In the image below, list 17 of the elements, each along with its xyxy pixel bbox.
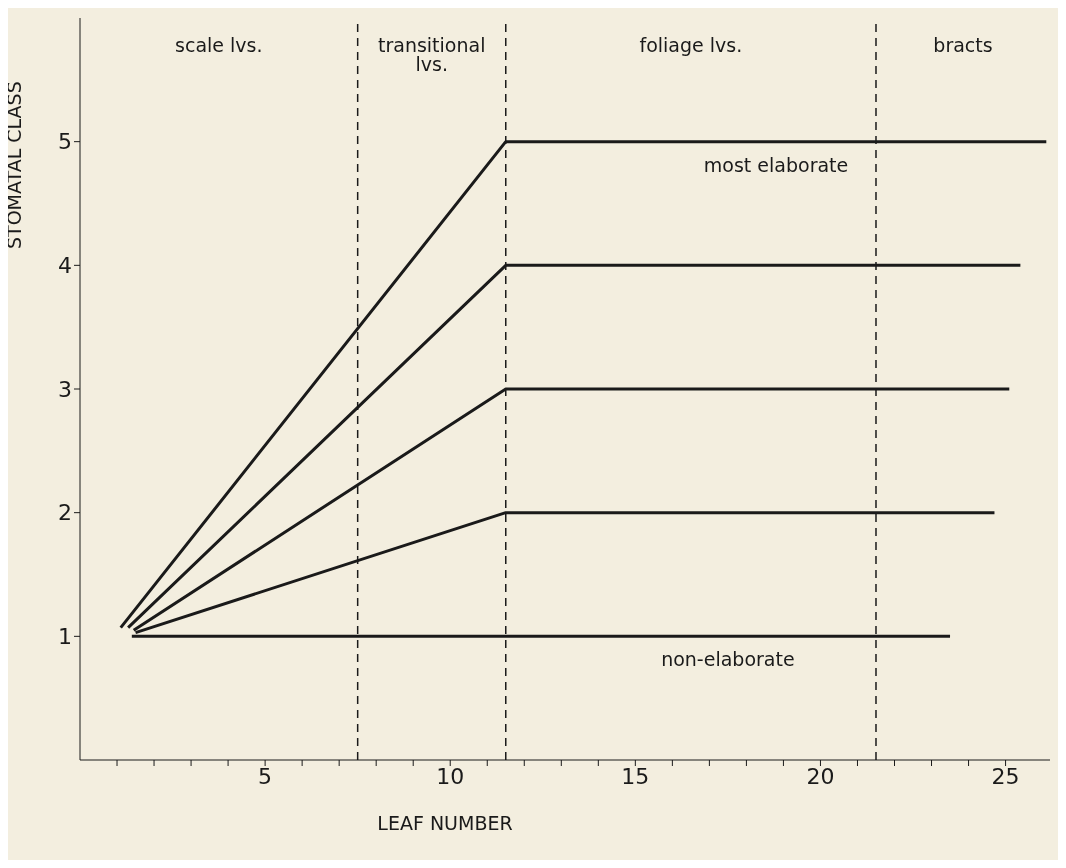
series-label: most elaborate (703, 153, 849, 176)
y-tick-label: 4 (58, 253, 72, 279)
x-axis-title: LEAF NUMBER (377, 812, 513, 834)
x-tick-label: 20 (806, 763, 835, 789)
annotation: transitional lvs. (377, 34, 486, 75)
x-tick-label: 10 (436, 763, 465, 789)
series-label: non-elaborate (661, 648, 795, 671)
y-tick-label: 5 (58, 129, 72, 155)
annotation: scale lvs. (175, 34, 263, 56)
annotation: bracts (933, 34, 993, 56)
x-tick-label: 25 (991, 763, 1020, 789)
annotation: foliage lvs. (639, 34, 743, 56)
y-tick-label: 2 (58, 500, 72, 526)
y-tick-label: 3 (58, 376, 72, 402)
x-tick-label: 15 (621, 763, 650, 789)
x-tick-label: 5 (258, 763, 273, 789)
y-tick-label: 1 (58, 624, 72, 650)
